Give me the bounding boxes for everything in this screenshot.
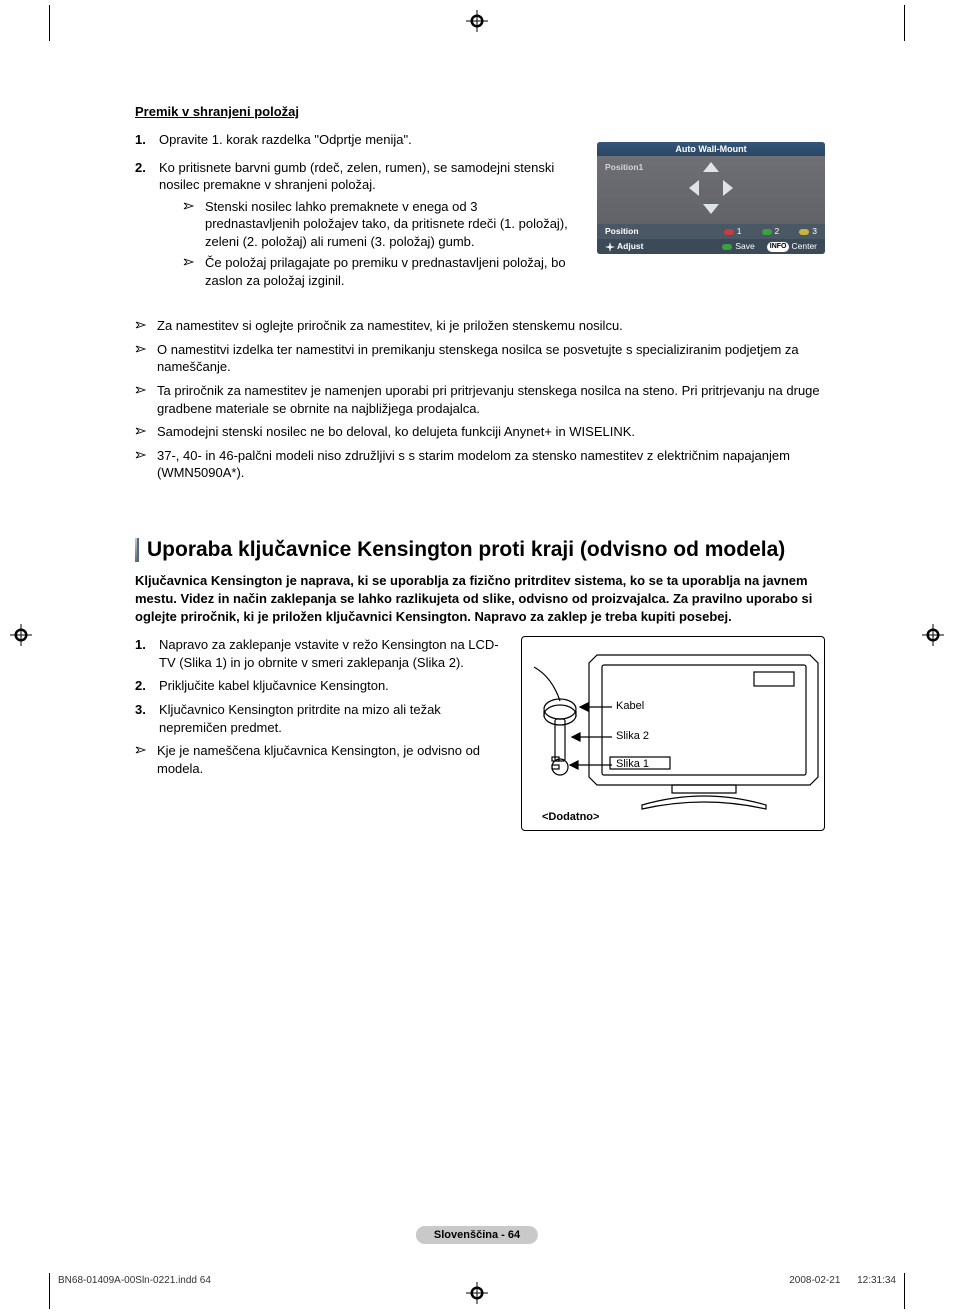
registration-mark-icon <box>466 1282 488 1304</box>
page-content: Premik v shranjeni položaj 1. Opravite 1… <box>135 104 825 831</box>
list-item: 3. Ključavnico Kensington pritrdite na m… <box>135 701 501 736</box>
red-pill-icon <box>724 229 734 235</box>
figure-label-dodatno: <Dodatno> <box>542 811 599 823</box>
yellow-pill-icon <box>799 229 809 235</box>
note-text: Če položaj prilagajate po premiku v pred… <box>205 254 575 289</box>
list-text: Opravite 1. korak razdelka "Odprtje meni… <box>159 131 575 149</box>
crop-mark <box>49 5 50 41</box>
figure-label-slika1: Slika 1 <box>616 758 649 770</box>
note-item: Kje je nameščena ključavnica Kensington,… <box>135 742 501 777</box>
section2-title: Uporaba ključavnice Kensington proti kra… <box>147 538 785 562</box>
note-text: Za namestitev si oglejte priročnik za na… <box>157 317 623 335</box>
section2: Uporaba ključavnice Kensington proti kra… <box>135 538 825 832</box>
crop-mark <box>49 1273 50 1309</box>
osd-option: 2 <box>762 224 780 239</box>
figure-box: Kabel Slika 2 Slika 1 <Dodatno> <box>521 636 825 831</box>
list-text: Napravo za zaklepanje vstavite v režo Ke… <box>159 636 501 671</box>
note-text: O namestitvi izdelka ter namestitvi in p… <box>157 341 825 376</box>
osd-row-label: Adjust <box>605 239 643 254</box>
osd-center: INFOCenter <box>767 239 817 254</box>
registration-mark-icon <box>922 624 944 646</box>
note-arrow-icon <box>135 423 157 441</box>
list-item: 2. Priključite kabel ključavnice Kensing… <box>135 677 501 695</box>
registration-mark-icon <box>10 624 32 646</box>
note-arrow-icon <box>135 317 157 335</box>
note-arrow-icon <box>183 254 205 289</box>
list-item: 1. Napravo za zaklepanje vstavite v režo… <box>135 636 501 671</box>
note-text: Samodejni stenski nosilec ne bo deloval,… <box>157 423 635 441</box>
figure-label-kabel: Kabel <box>616 700 644 712</box>
list-item: 2. Ko pritisnete barvni gumb (rdeč, zele… <box>135 159 575 290</box>
adjust-icon <box>605 242 615 252</box>
note-text: Kje je nameščena ključavnica Kensington,… <box>157 742 501 777</box>
note-text: Stenski nosilec lahko premaknete v enega… <box>205 198 575 251</box>
list-number: 2. <box>135 159 159 290</box>
footer-right: 2008-02-21 12:31:34 <box>789 1275 896 1286</box>
crop-mark <box>904 1273 905 1309</box>
note-item: Za namestitev si oglejte priročnik za na… <box>135 317 825 335</box>
osd-option: 1 <box>724 224 742 239</box>
section1-notes: Za namestitev si oglejte priročnik za na… <box>135 317 825 481</box>
osd-panel: Auto Wall-Mount Position1 Position 1 2 3… <box>597 142 825 254</box>
osd-option: 3 <box>799 224 817 239</box>
info-pill-icon: INFO <box>767 242 790 252</box>
note-item: Ta priročnik za namestitev je namenjen u… <box>135 382 825 417</box>
note-item: 37-, 40- in 46-palčni modeli niso združl… <box>135 447 825 482</box>
osd-dpad-icon <box>677 160 745 216</box>
list-number: 1. <box>135 636 159 671</box>
note-item: Stenski nosilec lahko premaknete v enega… <box>159 198 575 251</box>
page-badge: Slovenščina - 64 <box>416 1226 538 1244</box>
registration-mark-icon <box>466 10 488 32</box>
section2-heading: Uporaba ključavnice Kensington proti kra… <box>135 538 825 562</box>
list-item: 1. Opravite 1. korak razdelka "Odprtje m… <box>135 131 575 149</box>
section1-title: Premik v shranjeni položaj <box>135 104 825 119</box>
section2-intro: Ključavnica Kensington je naprava, ki se… <box>135 572 825 627</box>
list-number: 1. <box>135 131 159 149</box>
note-item: Če položaj prilagajate po premiku v pred… <box>159 254 575 289</box>
tv-diagram-icon <box>522 637 826 832</box>
crop-mark <box>904 5 905 41</box>
list-text: Priključite kabel ključavnice Kensington… <box>159 677 501 695</box>
note-item: Samodejni stenski nosilec ne bo deloval,… <box>135 423 825 441</box>
heading-bar-icon <box>135 538 139 562</box>
osd-position-label: Position1 <box>605 162 643 172</box>
green-pill-icon <box>762 229 772 235</box>
list-number: 2. <box>135 677 159 695</box>
osd-title: Auto Wall-Mount <box>597 142 825 156</box>
list-text: Ključavnico Kensington pritrdite na mizo… <box>159 701 501 736</box>
list-text: Ko pritisnete barvni gumb (rdeč, zelen, … <box>159 159 575 194</box>
note-arrow-icon <box>183 198 205 251</box>
osd-save: Save <box>722 239 754 254</box>
note-arrow-icon <box>135 382 157 417</box>
list-number: 3. <box>135 701 159 736</box>
osd-row-label: Position <box>605 224 639 239</box>
note-text: 37-, 40- in 46-palčni modeli niso združl… <box>157 447 825 482</box>
osd-adjust-row: Adjust Save INFOCenter <box>597 239 825 254</box>
footer-left: BN68-01409A-00Sln-0221.indd 64 <box>58 1275 211 1286</box>
osd-position-row: Position 1 2 3 <box>597 224 825 239</box>
note-arrow-icon <box>135 742 157 777</box>
note-item: O namestitvi izdelka ter namestitvi in p… <box>135 341 825 376</box>
note-text: Ta priročnik za namestitev je namenjen u… <box>157 382 825 417</box>
figure-label-slika2: Slika 2 <box>616 730 649 742</box>
green-pill-icon <box>722 244 732 250</box>
note-arrow-icon <box>135 447 157 482</box>
note-arrow-icon <box>135 341 157 376</box>
